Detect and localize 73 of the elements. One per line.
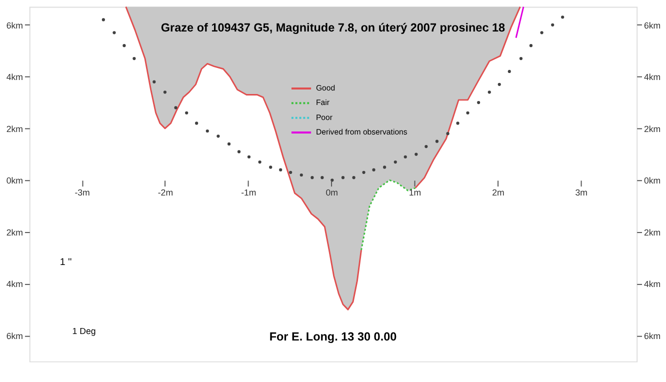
point (529, 44, 533, 48)
x-tick-label: -3m (74, 187, 90, 198)
legend-label: Derived from observations (316, 127, 408, 136)
point (185, 111, 188, 114)
annotation: 1 Deg (72, 326, 96, 336)
point (551, 23, 554, 26)
x-tick-label: 3m (575, 187, 588, 198)
point (320, 176, 324, 180)
point (300, 173, 303, 177)
point (435, 140, 439, 143)
point (341, 176, 345, 180)
annotation: For E. Long. 13 30 0.00 (269, 330, 398, 344)
point (446, 132, 450, 136)
point (404, 155, 407, 158)
point (498, 82, 501, 86)
y2-tick-label: 0km (644, 176, 661, 186)
point (289, 170, 292, 174)
y-tick-label: 0km (6, 176, 24, 186)
point (237, 150, 241, 154)
x-tick-label: 0m (326, 187, 338, 198)
point (540, 31, 544, 34)
text: Graze of 109437 G5, Magnitude 7.8, on úterý 2007 prosinec 18 (160, 22, 506, 35)
point (216, 134, 220, 138)
y-tick-label: 4km (6, 279, 24, 290)
annotation: 1 '' (60, 256, 72, 268)
point (519, 56, 523, 60)
point (247, 155, 251, 158)
y2-tick-label: 6km (644, 20, 661, 30)
y2-tick-label: 2km (644, 124, 661, 134)
point (372, 168, 376, 172)
point (206, 129, 209, 133)
point (488, 90, 491, 94)
x-tick-label: 2m (492, 187, 504, 198)
point (330, 178, 334, 182)
y2-tick-label: 4km (644, 72, 661, 82)
point (394, 160, 397, 164)
point (352, 176, 356, 180)
point (383, 166, 386, 169)
legend-label: Good (316, 83, 336, 92)
point (414, 152, 418, 156)
point (132, 56, 136, 60)
y-tick-label: 2km (6, 124, 24, 134)
point (122, 44, 126, 48)
point (195, 122, 198, 125)
y2-tick-label: 2km (644, 227, 661, 238)
point (466, 111, 470, 114)
y-tick-label: 2km (6, 227, 24, 238)
x-tick-label: -2m (158, 187, 174, 198)
point (102, 18, 105, 22)
y-tick-label: 4km (6, 72, 24, 82)
point (269, 166, 272, 169)
point (174, 106, 178, 110)
x-tick-label: 1m (408, 187, 422, 198)
point (279, 168, 282, 172)
point (163, 90, 167, 94)
point (561, 16, 564, 19)
y-tick-label: 6km (6, 330, 24, 341)
point (152, 80, 156, 84)
x-tick-label: -1m (241, 187, 256, 198)
point (310, 176, 314, 180)
point (477, 100, 480, 104)
y-tick-label: 6km (6, 20, 24, 30)
point (112, 31, 116, 34)
point (362, 170, 366, 174)
legend-label: Fair (316, 98, 330, 108)
point (424, 144, 428, 148)
y2-tick-label: 6km (644, 330, 661, 341)
legend-label: Poor (316, 112, 333, 122)
point (508, 70, 511, 74)
point (227, 142, 231, 146)
y2-tick-label: 4km (644, 279, 661, 290)
point (456, 122, 460, 125)
point (258, 160, 262, 164)
